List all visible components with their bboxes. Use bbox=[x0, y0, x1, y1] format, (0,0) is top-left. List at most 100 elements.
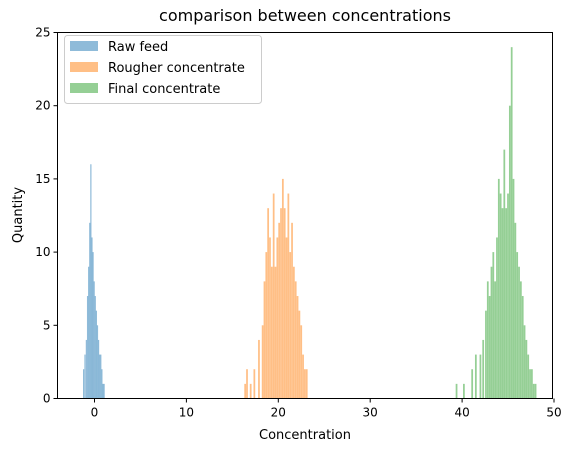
histogram-bar-series-2 bbox=[267, 208, 270, 399]
histogram-bar-series-3 bbox=[486, 281, 489, 399]
histogram-bar-series-2 bbox=[265, 252, 268, 399]
histogram-bar-series-3 bbox=[497, 178, 500, 399]
histogram-bar-series-3 bbox=[514, 222, 517, 399]
histogram-bar-series-3 bbox=[507, 193, 509, 399]
x-tick-label: 50 bbox=[546, 406, 561, 420]
histogram-bar-series-2 bbox=[281, 178, 284, 399]
legend-label: Raw feed bbox=[108, 40, 168, 55]
histogram-bar-series-2 bbox=[289, 252, 292, 399]
histogram-bar-series-3 bbox=[496, 237, 498, 399]
histogram-bar-series-3 bbox=[479, 354, 482, 399]
histogram-bar-series-3 bbox=[508, 105, 511, 399]
histogram-bar-series-3 bbox=[512, 178, 515, 399]
histogram-bar-series-3 bbox=[485, 310, 487, 399]
histogram-bar-series-1 bbox=[91, 237, 93, 399]
histogram-bar-series-3 bbox=[510, 47, 513, 399]
histogram-bar-series-2 bbox=[305, 369, 308, 399]
y-tick-label: 0 bbox=[43, 392, 51, 406]
y-tick-label: 15 bbox=[35, 172, 50, 186]
histogram-bar-series-2 bbox=[269, 237, 271, 399]
histogram-bar-series-2 bbox=[298, 310, 301, 399]
x-tick-label: 20 bbox=[271, 406, 286, 420]
histogram-bar-series-3 bbox=[534, 383, 537, 399]
histogram-bar-series-3 bbox=[520, 281, 522, 399]
histogram-bar-series-2 bbox=[263, 281, 266, 399]
histogram-bar-series-2 bbox=[278, 222, 281, 399]
histogram-bar-series-3 bbox=[494, 281, 497, 399]
histogram-bar-series-1 bbox=[96, 325, 99, 399]
histogram-bar-series-3 bbox=[529, 369, 531, 399]
legend-swatch bbox=[70, 83, 98, 93]
y-tick-label: 10 bbox=[35, 245, 50, 259]
histogram-bar-series-3 bbox=[532, 383, 535, 399]
histogram-bar-series-1 bbox=[101, 369, 103, 399]
histogram-bar-series-1 bbox=[103, 383, 105, 399]
histogram-bar-series-3 bbox=[503, 149, 506, 399]
legend-entries: Raw feed Rougher concentrate Final concent… bbox=[70, 40, 245, 97]
histogram-bar-series-2 bbox=[294, 281, 297, 399]
histogram-bar-series-2 bbox=[258, 339, 260, 399]
histogram-bar-series-2 bbox=[246, 369, 248, 399]
histogram-bar-series-1 bbox=[88, 266, 90, 399]
histogram-bar-series-3 bbox=[499, 193, 502, 399]
histogram-bar-series-3 bbox=[482, 339, 485, 399]
histogram-bar-series-1 bbox=[86, 296, 89, 399]
histogram-bar-series-3 bbox=[488, 296, 491, 399]
histogram-bar-series-1 bbox=[92, 252, 94, 399]
histogram-bar-series-1 bbox=[89, 222, 91, 399]
histogram-bar-series-1 bbox=[94, 296, 96, 399]
histogram-bar-series-3 bbox=[455, 383, 458, 399]
histogram-bar-series-2 bbox=[291, 222, 293, 399]
histogram-bar-series-2 bbox=[283, 208, 286, 399]
histogram-bar-series-2 bbox=[302, 354, 304, 399]
histogram-bar-series-2 bbox=[304, 369, 306, 399]
histogram-bar-series-2 bbox=[280, 208, 282, 399]
histogram-bar-series-2 bbox=[276, 237, 279, 399]
histogram-bar-series-1 bbox=[84, 354, 86, 399]
legend-swatch bbox=[70, 62, 98, 72]
histogram-bar-series-2 bbox=[270, 266, 273, 399]
y-axis-label: Quantity bbox=[11, 187, 26, 243]
y-tick-label: 5 bbox=[43, 318, 51, 332]
ticks-layer: 0 10 20 30 40 50 0 5 10 15 20 25 bbox=[35, 26, 561, 420]
histogram-bar-series-3 bbox=[527, 354, 530, 399]
histogram-bar-series-3 bbox=[516, 252, 519, 399]
histogram-bar-series-3 bbox=[531, 369, 533, 399]
histogram-bar-series-2 bbox=[285, 237, 288, 399]
histogram-bar-series-1 bbox=[90, 164, 92, 399]
x-tick-label: 30 bbox=[363, 406, 378, 420]
histogram-bar-series-1 bbox=[93, 281, 95, 399]
bars-layer bbox=[83, 47, 537, 399]
histogram-bar-series-3 bbox=[523, 325, 526, 399]
histogram-bar-series-2 bbox=[287, 193, 290, 399]
histogram-bar-series-3 bbox=[521, 296, 524, 399]
legend: Raw feed Rougher concentrate Final concent… bbox=[64, 35, 262, 104]
histogram-bar-series-1 bbox=[95, 310, 97, 399]
histogram-bar-series-1 bbox=[100, 354, 102, 399]
histogram-bar-series-2 bbox=[274, 266, 277, 399]
histogram-bar-series-2 bbox=[300, 325, 303, 399]
x-tick-label: 0 bbox=[91, 406, 99, 420]
histogram-bar-series-2 bbox=[261, 325, 264, 399]
histogram-bar-series-3 bbox=[490, 266, 493, 399]
histogram-bar-series-3 bbox=[525, 339, 528, 399]
x-axis-label: Concentration bbox=[259, 428, 351, 443]
histogram-bar-series-1 bbox=[97, 339, 100, 399]
histogram-bar-series-1 bbox=[85, 339, 87, 399]
histogram-bar-series-2 bbox=[249, 383, 252, 399]
histogram-bar-series-2 bbox=[293, 266, 295, 399]
histogram-bar-series-1 bbox=[102, 383, 104, 399]
histogram-bar-series-2 bbox=[253, 369, 256, 399]
histogram-bar-series-3 bbox=[505, 208, 508, 399]
histogram-bar-series-3 bbox=[463, 383, 465, 399]
y-tick-label: 25 bbox=[35, 26, 50, 40]
legend-box bbox=[64, 35, 262, 104]
histogram-bar-series-3 bbox=[518, 266, 520, 399]
legend-label: Final concentrate bbox=[108, 82, 220, 97]
histogram-bar-series-2 bbox=[272, 193, 275, 399]
histogram-bar-series-2 bbox=[296, 296, 299, 399]
chart-title: comparison between concentrations bbox=[159, 6, 451, 25]
histogram-bar-series-3 bbox=[492, 252, 495, 399]
plot-frame bbox=[57, 32, 553, 399]
